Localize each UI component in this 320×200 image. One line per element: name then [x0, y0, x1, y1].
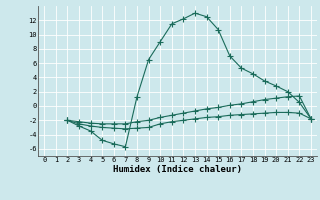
X-axis label: Humidex (Indice chaleur): Humidex (Indice chaleur): [113, 165, 242, 174]
